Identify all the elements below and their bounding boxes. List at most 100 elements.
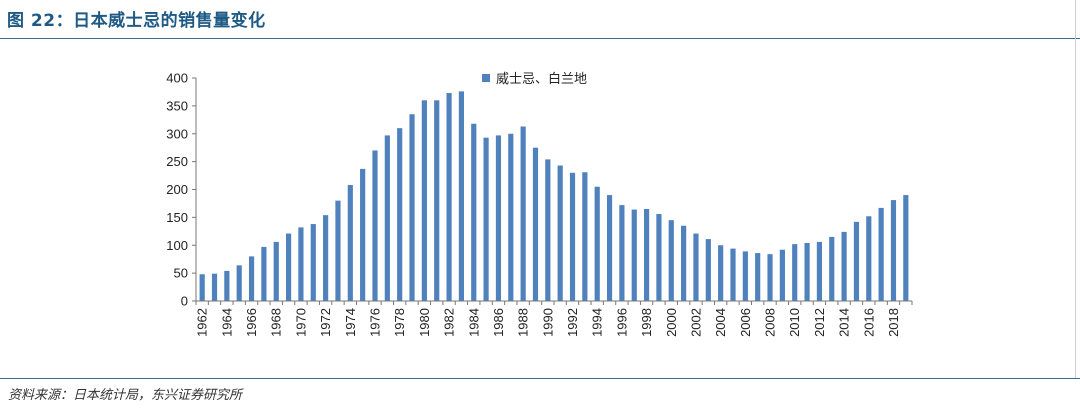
bar-1986 xyxy=(495,135,502,301)
x-tick-label: 1974 xyxy=(343,308,358,337)
bar-1975 xyxy=(360,168,366,301)
bar-1987 xyxy=(508,133,514,301)
x-tick-label: 1988 xyxy=(516,308,531,337)
x-tick-label: 1970 xyxy=(293,308,308,337)
bar-1990 xyxy=(545,159,551,301)
bar-2016 xyxy=(866,216,872,301)
bar-2009 xyxy=(779,249,785,301)
x-tick-label: 2000 xyxy=(664,308,679,337)
y-tick-label: 250 xyxy=(166,154,188,169)
bar-2010 xyxy=(792,244,798,301)
bar-2006 xyxy=(742,251,748,301)
x-tick-label: 2008 xyxy=(763,308,778,337)
bar-2003 xyxy=(705,239,711,301)
y-axis: 0 50 100 150 200 250 300 350 400 xyxy=(166,71,197,309)
bar-1973 xyxy=(335,200,341,301)
bar-2011 xyxy=(804,243,810,301)
title-bar: 图 22：日本威士忌的销售量变化 xyxy=(0,0,1080,39)
bar-2004 xyxy=(718,245,724,301)
bar-2008 xyxy=(767,254,773,301)
bar-1972 xyxy=(323,215,329,301)
bar-1991 xyxy=(557,165,563,301)
x-tick-label: 1990 xyxy=(540,308,555,337)
bar-1967 xyxy=(261,246,267,301)
bar-2014 xyxy=(841,231,847,301)
bar-2019 xyxy=(903,195,909,301)
bar-1994 xyxy=(594,186,600,301)
bar-1988 xyxy=(520,126,526,301)
x-tick-label: 1986 xyxy=(491,308,506,337)
x-tick-label: 2006 xyxy=(738,308,753,337)
x-tick-label: 1964 xyxy=(219,308,234,337)
x-tick-label: 1996 xyxy=(614,308,629,337)
bar-1963 xyxy=(211,273,218,301)
bar-1962 xyxy=(199,274,205,301)
bar-1982 xyxy=(446,93,452,301)
source-note: 资料来源：日本统计局，东兴证券研究所 xyxy=(8,388,243,403)
bar-2013 xyxy=(829,236,835,301)
x-tick-label: 1966 xyxy=(244,308,259,337)
bar-2007 xyxy=(755,253,761,301)
legend-swatch xyxy=(482,74,490,82)
bar-1978 xyxy=(397,128,403,301)
bar-1983 xyxy=(458,91,464,301)
bar-1979 xyxy=(409,114,415,302)
x-tick-label: 2014 xyxy=(837,308,852,337)
bar-1999 xyxy=(656,214,662,301)
legend: 威士忌、白兰地 xyxy=(482,71,587,87)
x-tick-label: 1978 xyxy=(392,308,407,337)
x-tick-label: 2012 xyxy=(812,308,827,337)
bar-1981 xyxy=(434,100,440,301)
bar-2017 xyxy=(878,207,884,301)
bar-1980 xyxy=(421,100,427,301)
bar-series xyxy=(199,91,909,302)
bar-1998 xyxy=(643,209,650,301)
bar-1984 xyxy=(471,123,477,301)
bar-1985 xyxy=(483,137,489,301)
y-tick-label: 0 xyxy=(181,294,188,309)
bar-1996 xyxy=(619,205,625,301)
bar-1968 xyxy=(273,241,279,301)
x-tick-label: 2018 xyxy=(886,308,901,337)
x-tick-label: 1982 xyxy=(442,308,457,337)
x-tick-label: 1980 xyxy=(417,308,432,337)
x-axis: 1962 1964 1966 1968 1970 1972 1974 1976 1978 1980… xyxy=(195,300,913,337)
bar-1965 xyxy=(236,265,242,301)
x-tick-label: 2002 xyxy=(688,308,703,337)
bar-1992 xyxy=(569,172,576,301)
x-tick-label: 1968 xyxy=(269,308,284,337)
bar-1977 xyxy=(384,135,390,301)
y-tick-label: 350 xyxy=(166,98,188,113)
bar-2002 xyxy=(693,233,699,301)
y-tick-label: 400 xyxy=(166,71,188,86)
x-tick-label: 1984 xyxy=(466,308,481,337)
x-tick-label: 2016 xyxy=(861,308,876,337)
x-tick-label: 2004 xyxy=(713,308,728,337)
page-title: 图 22：日本威士忌的销售量变化 xyxy=(7,11,266,31)
bar-2000 xyxy=(668,220,674,301)
y-tick-label: 200 xyxy=(166,182,188,197)
x-tick-label: 1998 xyxy=(639,308,654,337)
bar-1964 xyxy=(224,270,230,301)
bar-1969 xyxy=(285,233,292,301)
bar-2015 xyxy=(853,221,860,301)
bar-2001 xyxy=(681,225,687,301)
y-tick-label: 150 xyxy=(166,210,188,225)
bar-2005 xyxy=(730,248,736,301)
bar-2012 xyxy=(816,241,822,301)
x-tick-label: 1992 xyxy=(565,308,580,337)
bar-1989 xyxy=(532,147,539,301)
y-tick-label: 50 xyxy=(174,266,188,281)
x-tick-label: 1962 xyxy=(195,308,210,337)
right-divider xyxy=(1075,0,1076,378)
bar-1993 xyxy=(582,172,588,301)
legend-label: 威士忌、白兰地 xyxy=(496,71,587,87)
x-tick-label: 2010 xyxy=(787,308,802,337)
bar-1971 xyxy=(310,224,316,301)
bar-1976 xyxy=(372,150,378,301)
bar-1970 xyxy=(298,227,304,301)
bar-2018 xyxy=(890,200,897,301)
y-tick-label: 100 xyxy=(166,238,188,253)
bar-1995 xyxy=(606,195,613,301)
